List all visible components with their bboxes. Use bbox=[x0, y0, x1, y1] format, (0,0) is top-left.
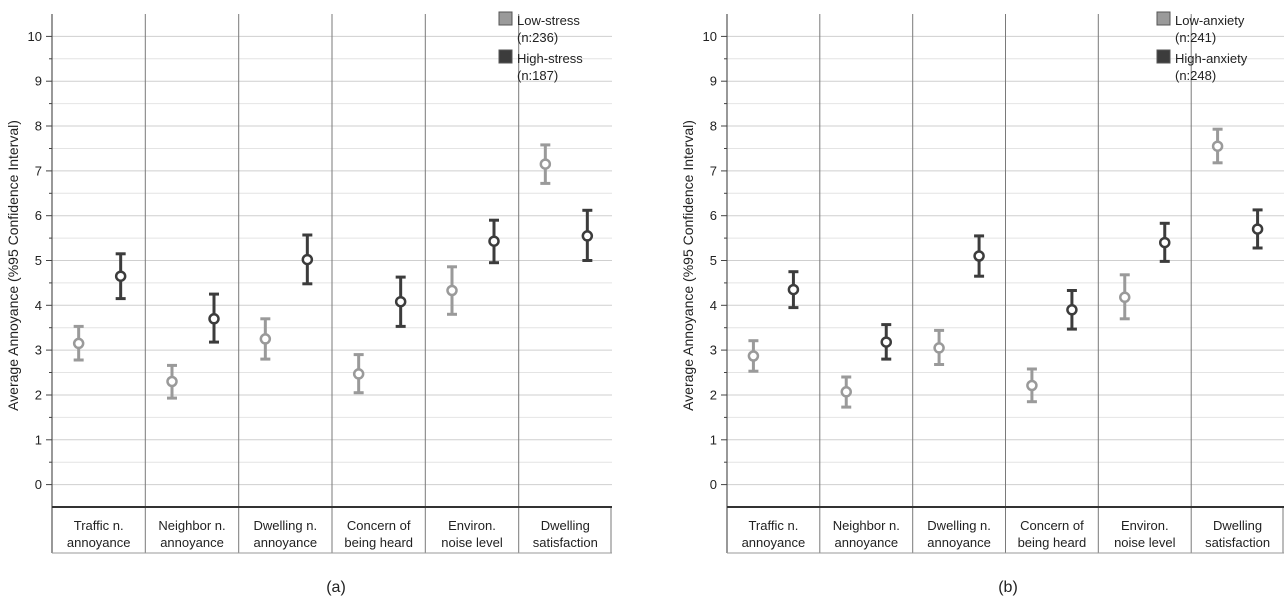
mean-marker bbox=[933, 342, 945, 354]
mean-marker bbox=[880, 336, 892, 348]
mean-marker bbox=[446, 284, 458, 297]
category-label: satisfaction bbox=[533, 535, 598, 550]
y-tick-label: 9 bbox=[710, 74, 717, 89]
panel-caption: (b) bbox=[998, 579, 1018, 596]
mean-marker bbox=[1066, 304, 1078, 316]
category-label: Dwelling bbox=[1213, 518, 1262, 533]
category-label: annoyance bbox=[834, 535, 898, 550]
mean-marker bbox=[301, 253, 314, 266]
category-label: Concern of bbox=[1020, 518, 1084, 533]
mean-marker bbox=[488, 235, 500, 247]
mean-marker bbox=[1159, 236, 1171, 249]
y-axis-label: Average Annoyance (%95 Confidence Interv… bbox=[5, 120, 21, 411]
chart-panel-a: 0 1 2 3 4 5 6 7 8 9 10 Average Annoyance (%95 Confi… bbox=[5, 11, 612, 596]
y-tick-label: 3 bbox=[710, 343, 717, 358]
y-tick-label: 3 bbox=[35, 343, 42, 358]
mean-marker bbox=[1211, 140, 1224, 152]
y-tick-label: 0 bbox=[710, 477, 717, 492]
mean-marker bbox=[973, 250, 985, 262]
y-tick-label: 10 bbox=[28, 29, 42, 44]
mean-marker bbox=[208, 313, 220, 325]
category-label: being heard bbox=[1018, 535, 1087, 550]
category-label: satisfaction bbox=[1205, 535, 1270, 550]
mean-marker bbox=[394, 295, 407, 308]
y-tick-label: 7 bbox=[710, 163, 717, 178]
category-label: annoyance bbox=[253, 535, 317, 550]
mean-marker bbox=[1251, 223, 1264, 235]
mean-marker bbox=[72, 337, 85, 350]
y-tick-label: 4 bbox=[35, 298, 42, 313]
category-label: noise level bbox=[1114, 535, 1176, 550]
y-tick-label: 8 bbox=[710, 119, 717, 134]
category-label: Environ. bbox=[448, 518, 496, 533]
category-label: being heard bbox=[344, 535, 413, 550]
mean-marker bbox=[259, 333, 272, 345]
category-label: annoyance bbox=[160, 535, 224, 550]
legend-swatch bbox=[1156, 49, 1171, 64]
chart-panel-b: 0 1 2 3 4 5 6 7 8 9 10 Average Annoyance (%95 Confi… bbox=[680, 11, 1284, 596]
y-tick-label: 6 bbox=[35, 208, 42, 223]
legend-label: Low-stress bbox=[517, 13, 580, 28]
category-label: Dwelling n. bbox=[927, 518, 991, 533]
y-tick-label: 1 bbox=[710, 432, 717, 447]
y-tick-label: 8 bbox=[35, 119, 42, 134]
mean-marker bbox=[1026, 379, 1038, 392]
category-label: Dwelling n. bbox=[254, 518, 318, 533]
y-tick-label: 4 bbox=[710, 298, 717, 313]
category-label: annoyance bbox=[742, 535, 806, 550]
legend-swatch bbox=[498, 11, 513, 26]
mean-marker bbox=[581, 230, 594, 242]
legend-label: (n:241) bbox=[1175, 30, 1216, 45]
y-tick-label: 2 bbox=[710, 388, 717, 403]
category-label: Traffic n. bbox=[748, 518, 798, 533]
y-tick-label: 1 bbox=[35, 432, 42, 447]
mean-marker bbox=[840, 386, 852, 398]
y-tick-label: 6 bbox=[710, 208, 717, 223]
y-tick-label: 2 bbox=[35, 388, 42, 403]
mean-marker bbox=[539, 158, 552, 170]
category-label: Concern of bbox=[347, 518, 411, 533]
legend-swatch bbox=[498, 49, 513, 64]
y-tick-label: 10 bbox=[703, 29, 717, 44]
legend-label: (n:187) bbox=[517, 68, 558, 83]
y-axis-label: Average Annoyance (%95 Confidence Interv… bbox=[680, 120, 696, 411]
mean-marker bbox=[1119, 291, 1131, 304]
legend-label: High-stress bbox=[517, 51, 583, 66]
legend-label: Low-anxiety bbox=[1175, 13, 1245, 28]
panel-caption: (a) bbox=[326, 579, 346, 596]
mean-marker bbox=[114, 270, 127, 282]
mean-marker bbox=[352, 368, 365, 380]
legend-swatch bbox=[1156, 11, 1171, 26]
mean-marker bbox=[747, 350, 760, 362]
mean-marker bbox=[166, 375, 178, 388]
category-label: Dwelling bbox=[541, 518, 590, 533]
category-label: annoyance bbox=[67, 535, 131, 550]
category-label: Environ. bbox=[1121, 518, 1169, 533]
category-label: Traffic n. bbox=[74, 518, 124, 533]
category-label: Neighbor n. bbox=[833, 518, 900, 533]
y-tick-label: 5 bbox=[35, 253, 42, 268]
y-tick-label: 5 bbox=[710, 253, 717, 268]
y-tick-label: 7 bbox=[35, 163, 42, 178]
mean-marker bbox=[787, 283, 800, 296]
category-label: Neighbor n. bbox=[158, 518, 225, 533]
legend-label: (n:248) bbox=[1175, 68, 1216, 83]
legend-label: (n:236) bbox=[517, 30, 558, 45]
y-tick-label: 0 bbox=[35, 477, 42, 492]
category-label: annoyance bbox=[927, 535, 991, 550]
y-tick-label: 9 bbox=[35, 74, 42, 89]
category-label: noise level bbox=[441, 535, 503, 550]
legend-label: High-anxiety bbox=[1175, 51, 1248, 66]
